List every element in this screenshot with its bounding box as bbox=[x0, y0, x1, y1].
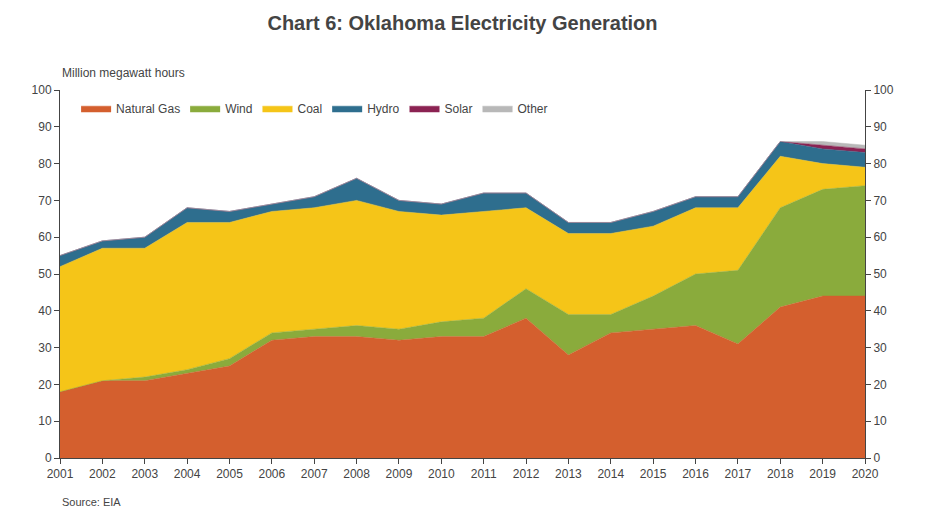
svg-text:30: 30 bbox=[38, 341, 52, 355]
svg-text:90: 90 bbox=[38, 120, 52, 134]
svg-text:2009: 2009 bbox=[386, 467, 413, 481]
svg-text:60: 60 bbox=[873, 230, 887, 244]
svg-text:2019: 2019 bbox=[809, 467, 836, 481]
svg-text:20: 20 bbox=[38, 378, 52, 392]
svg-text:70: 70 bbox=[873, 194, 887, 208]
svg-text:50: 50 bbox=[873, 267, 887, 281]
svg-text:20: 20 bbox=[873, 378, 887, 392]
svg-text:Source: EIA: Source: EIA bbox=[62, 496, 121, 508]
svg-text:2001: 2001 bbox=[47, 467, 74, 481]
svg-text:80: 80 bbox=[38, 157, 52, 171]
svg-text:2015: 2015 bbox=[640, 467, 667, 481]
svg-text:2018: 2018 bbox=[767, 467, 794, 481]
svg-text:0: 0 bbox=[45, 451, 52, 465]
svg-text:30: 30 bbox=[873, 341, 887, 355]
svg-text:2003: 2003 bbox=[131, 467, 158, 481]
svg-text:10: 10 bbox=[38, 414, 52, 428]
svg-text:2006: 2006 bbox=[258, 467, 285, 481]
svg-text:2020: 2020 bbox=[852, 467, 879, 481]
svg-text:2002: 2002 bbox=[89, 467, 116, 481]
svg-text:2004: 2004 bbox=[174, 467, 201, 481]
svg-text:40: 40 bbox=[38, 304, 52, 318]
svg-text:2008: 2008 bbox=[343, 467, 370, 481]
svg-text:2011: 2011 bbox=[471, 467, 497, 481]
svg-text:2017: 2017 bbox=[725, 467, 752, 481]
svg-text:Solar: Solar bbox=[444, 102, 472, 116]
svg-text:10: 10 bbox=[873, 414, 887, 428]
svg-text:2007: 2007 bbox=[301, 467, 328, 481]
svg-text:2005: 2005 bbox=[216, 467, 243, 481]
svg-text:Natural Gas: Natural Gas bbox=[116, 102, 180, 116]
svg-text:0: 0 bbox=[873, 451, 880, 465]
svg-text:2012: 2012 bbox=[513, 467, 540, 481]
svg-text:100: 100 bbox=[32, 83, 52, 97]
svg-text:Coal: Coal bbox=[297, 102, 322, 116]
svg-text:Wind: Wind bbox=[225, 102, 252, 116]
svg-text:2013: 2013 bbox=[555, 467, 582, 481]
svg-text:2014: 2014 bbox=[597, 467, 624, 481]
svg-text:60: 60 bbox=[38, 230, 52, 244]
svg-text:Other: Other bbox=[518, 102, 548, 116]
svg-text:Chart 6: Oklahoma Electricity: Chart 6: Oklahoma Electricity Generation bbox=[267, 12, 657, 34]
svg-text:50: 50 bbox=[38, 267, 52, 281]
svg-text:100: 100 bbox=[873, 83, 893, 97]
svg-text:2016: 2016 bbox=[682, 467, 709, 481]
svg-text:Million megawatt hours: Million megawatt hours bbox=[62, 66, 185, 80]
svg-text:Hydro: Hydro bbox=[367, 102, 399, 116]
svg-text:70: 70 bbox=[38, 194, 52, 208]
svg-text:80: 80 bbox=[873, 157, 887, 171]
svg-text:2010: 2010 bbox=[428, 467, 455, 481]
svg-text:90: 90 bbox=[873, 120, 887, 134]
svg-text:40: 40 bbox=[873, 304, 887, 318]
